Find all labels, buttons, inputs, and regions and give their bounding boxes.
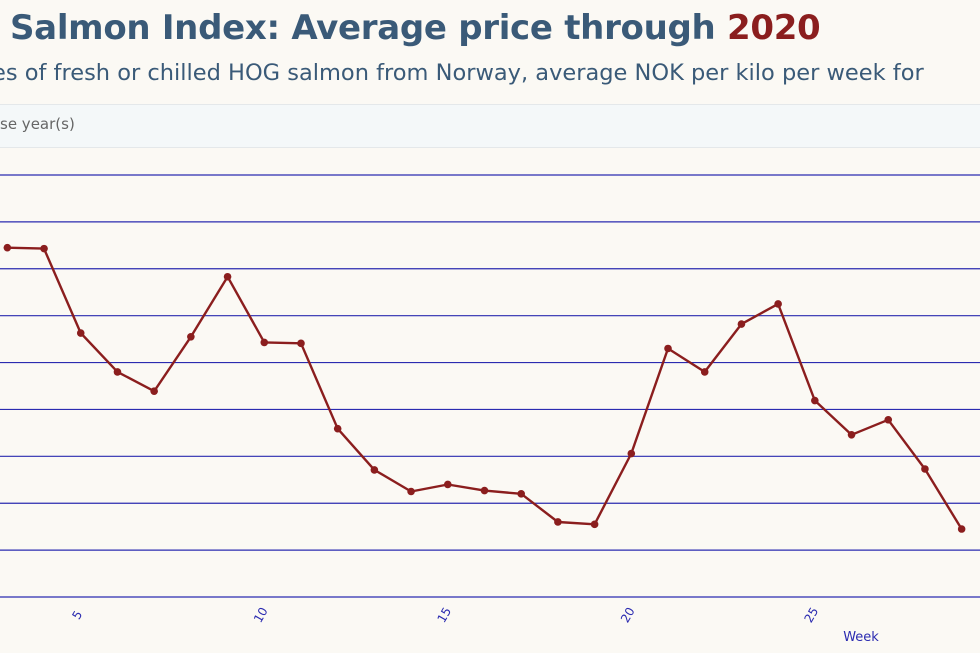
- data-point: [811, 396, 819, 405]
- data-point: [297, 339, 305, 348]
- x-tick-label: 5: [69, 608, 85, 622]
- data-point: [774, 300, 782, 308]
- year-selector-label: se year(s): [0, 115, 75, 133]
- data-point: [627, 449, 636, 458]
- data-point: [187, 332, 195, 341]
- x-axis-label: Week: [843, 630, 879, 645]
- chart-title-main: Salmon Index: Average price through: [10, 8, 727, 48]
- data-point: [517, 490, 525, 498]
- x-tick-label: 10: [251, 605, 271, 625]
- data-point: [700, 368, 709, 376]
- data-point: [957, 525, 966, 533]
- data-point: [223, 272, 232, 281]
- data-point: [260, 338, 269, 347]
- chart-title: Salmon Index: Average price through 2020: [10, 8, 821, 48]
- data-point: [847, 430, 856, 439]
- data-point: [921, 465, 929, 473]
- data-point: [370, 466, 379, 474]
- data-point: [737, 320, 746, 328]
- x-tick-label: 20: [618, 605, 638, 625]
- year-selector-bar[interactable]: se year(s): [0, 104, 980, 148]
- data-point: [76, 329, 85, 337]
- chart-subtitle: es of fresh or chilled HOG salmon from N…: [0, 60, 924, 86]
- data-point: [554, 518, 562, 526]
- data-point: [664, 344, 672, 353]
- data-point: [3, 243, 12, 252]
- data-point: [590, 520, 599, 529]
- data-point: [40, 244, 48, 253]
- x-tick-label: 25: [801, 605, 821, 625]
- data-point: [480, 486, 489, 495]
- x-tick-label: 15: [434, 605, 454, 625]
- data-point: [407, 487, 415, 496]
- chart-title-year: 2020: [726, 8, 821, 48]
- data-point: [113, 368, 122, 376]
- data-point: [443, 480, 452, 489]
- data-point: [150, 387, 158, 395]
- data-point: [333, 424, 342, 433]
- data-point: [884, 415, 893, 424]
